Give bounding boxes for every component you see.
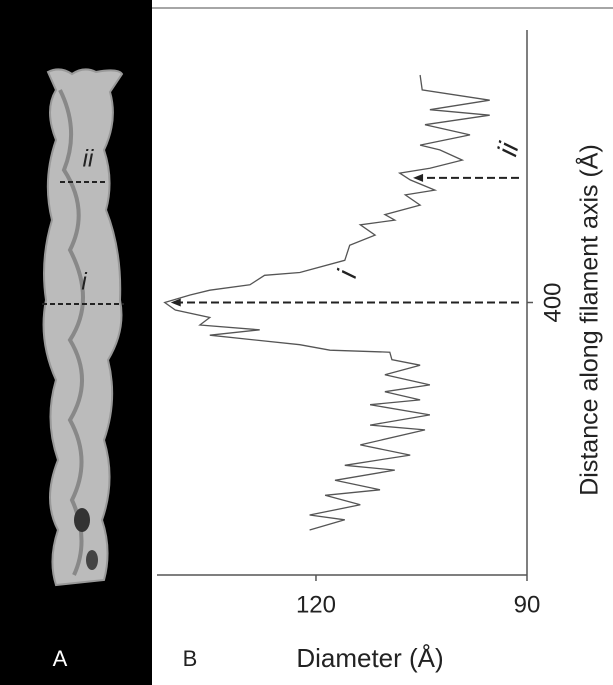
filament-render (42, 68, 124, 587)
data-line (163, 74, 490, 531)
annotation-label: ii (491, 139, 524, 160)
tick-label: 90 (514, 591, 541, 618)
annotation-label: i (331, 266, 363, 281)
axis-title: Distance along filament axis (Å) (574, 144, 604, 496)
panel-a-annotation: ii (83, 145, 94, 172)
panel-label: B (183, 646, 198, 671)
arrow-head (413, 173, 424, 182)
arrow-head (170, 298, 181, 307)
tick-label: 400 (539, 282, 566, 322)
panel-a-annotation: i (81, 268, 87, 295)
panel-label: A (53, 646, 68, 671)
tick-label: 120 (296, 591, 336, 618)
axis-title: Diameter (Å) (296, 643, 443, 673)
